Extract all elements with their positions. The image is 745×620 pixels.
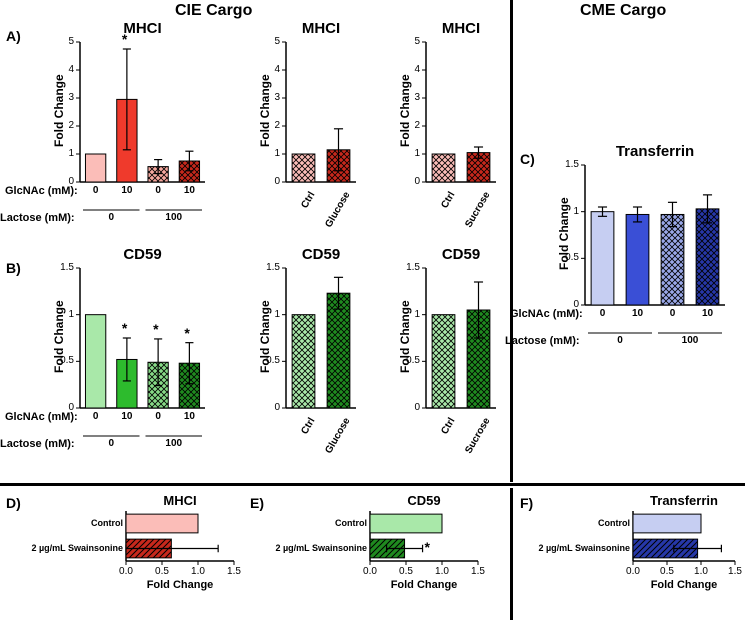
significance-star: * — [425, 539, 430, 555]
horizontal-divider — [0, 483, 745, 486]
bar-label: Control — [264, 518, 367, 528]
chart-title: MHCI — [126, 493, 234, 508]
panel-letter-b: B) — [6, 260, 21, 276]
glcnac-label: GlcNAc (mM): — [510, 308, 583, 320]
chart-title: MHCI — [426, 20, 496, 37]
y-tick-label: 5 — [262, 36, 280, 47]
y-axis-label: Fold Change — [398, 74, 412, 147]
group-label: 100 — [159, 438, 189, 449]
x-axis-label: Fold Change — [633, 579, 735, 591]
y-axis-label: Fold Change — [398, 300, 412, 373]
bar-label: Control — [20, 518, 123, 528]
x-axis-label: Fold Change — [370, 579, 478, 591]
y-axis-label: Fold Change — [258, 300, 272, 373]
section-title-cme: CME Cargo — [580, 2, 666, 20]
x-tick-label: 1.5 — [725, 566, 745, 577]
chart-a-mhci-sucrose: 012345Fold ChangeMHCICtrlSucrose — [388, 22, 508, 217]
chart-title: CD59 — [426, 246, 496, 263]
y-tick-label: 0 — [402, 176, 420, 187]
lactose-label: Lactose (mM): — [0, 212, 75, 224]
bar-label: Control — [530, 518, 630, 528]
y-tick-label: 0 — [262, 176, 280, 187]
panel-letter-c: C) — [520, 151, 535, 167]
lactose-label: Lactose (mM): — [505, 335, 580, 347]
x-tick-label: 1.5 — [468, 566, 488, 577]
chart-c-transferrin: 00.511.5Fold ChangeTransferrin0100100100… — [540, 145, 735, 360]
significance-star: * — [122, 31, 127, 47]
x-tick-label: 1.5 — [224, 566, 244, 577]
y-tick-label: 0 — [402, 402, 420, 413]
vertical-divider-top — [510, 0, 513, 482]
chart-b-cd59-glucose: 00.511.5Fold ChangeCD59CtrlGlucose — [248, 248, 368, 443]
y-tick-label: 0 — [262, 402, 280, 413]
x-tick-label: 0.5 — [152, 566, 172, 577]
x-tick-label: 0.5 — [396, 566, 416, 577]
lactose-label: Lactose (mM): — [0, 438, 75, 450]
chart-a-mhci-glcnac-lactose: 012345Fold ChangeMHCI0100100100GlcNAc (m… — [35, 22, 215, 237]
chart-a-mhci-glucose: 012345Fold ChangeMHCICtrlGlucose — [248, 22, 368, 217]
bar-label: 2 µg/mL Swainsonine — [20, 543, 123, 553]
y-tick-label: 1.5 — [402, 262, 420, 273]
chart-d-mhci-swainsonine: 0.0 0.5 1.0 1.5 Fold Change MHCIControl 2 µg/m… — [18, 495, 243, 610]
bar-label: 2 µg/mL Swainsonine — [264, 543, 367, 553]
x-tick-label: 1.0 — [691, 566, 711, 577]
section-title-cie: CIE Cargo — [175, 2, 252, 20]
y-tick-label: 1 — [402, 148, 420, 159]
chart-title: Transferrin — [633, 493, 735, 508]
significance-star: * — [184, 325, 189, 341]
chart-f-transferrin-swainsonine: 0.0 0.5 1.0 1.5 Fold Change TransferrinContro… — [528, 495, 743, 610]
x-tick-label: 1.0 — [432, 566, 452, 577]
y-tick-label: 5 — [402, 36, 420, 47]
x-tick-label: 0.0 — [623, 566, 643, 577]
x-axis-label: Fold Change — [126, 579, 234, 591]
chart-b-cd59-sucrose: 00.511.5Fold ChangeCD59CtrlSucrose — [388, 248, 508, 443]
x-tick-label: 0.0 — [360, 566, 380, 577]
chart-e-cd59-swainsonine: 0.0 0.5 1.0 1.5 Fold Change CD59Control * 2 µg/… — [262, 495, 487, 610]
glcnac-label: GlcNAc (mM): — [5, 185, 78, 197]
chart-title: CD59 — [286, 246, 356, 263]
panel-letter-a: A) — [6, 28, 21, 44]
x-tick-label: 0.5 — [657, 566, 677, 577]
x-tick-label: 1.0 — [188, 566, 208, 577]
group-label: 100 — [675, 335, 705, 346]
glcnac-label: GlcNAc (mM): — [5, 411, 78, 423]
y-axis-label: Fold Change — [258, 74, 272, 147]
chart-title: MHCI — [286, 20, 356, 37]
significance-star: * — [122, 320, 127, 336]
x-tick-label: 0.0 — [116, 566, 136, 577]
chart-title: CD59 — [370, 493, 478, 508]
bar-label: 2 µg/mL Swainsonine — [530, 543, 630, 553]
y-tick-label: 1.5 — [262, 262, 280, 273]
group-label: 100 — [159, 212, 189, 223]
significance-star: * — [153, 321, 158, 337]
chart-b-cd59-glcnac-lactose: 00.511.5Fold ChangeCD590100100100GlcNAc … — [35, 248, 215, 463]
vertical-divider-bottom — [510, 488, 513, 620]
y-tick-label: 1 — [262, 148, 280, 159]
